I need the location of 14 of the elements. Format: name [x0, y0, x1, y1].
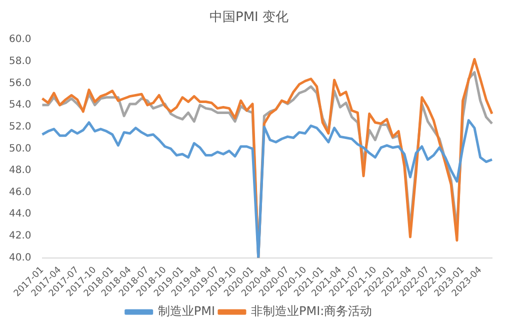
y-tick-label: 44.0: [9, 208, 32, 220]
y-tick-label: 48.0: [9, 165, 32, 176]
y-tick-label: 46.0: [9, 186, 32, 198]
y-tick-label: 58.0: [9, 56, 32, 68]
chart-title: 中国PMI 变化: [209, 10, 289, 26]
y-tick-label: 50.0: [9, 143, 32, 154]
y-tick-label: 56.0: [9, 78, 32, 89]
y-tick-label: 52.0: [9, 121, 32, 132]
y-tick-label: 40.0: [9, 252, 32, 264]
y-tick-label: 60.0: [9, 34, 32, 46]
y-tick-label: 54.0: [9, 100, 32, 111]
legend-label: 非制造业PMI:商务活动: [250, 304, 372, 318]
y-tick-label: 42.0: [9, 230, 32, 242]
legend-label: 制造业PMI: [158, 304, 215, 318]
